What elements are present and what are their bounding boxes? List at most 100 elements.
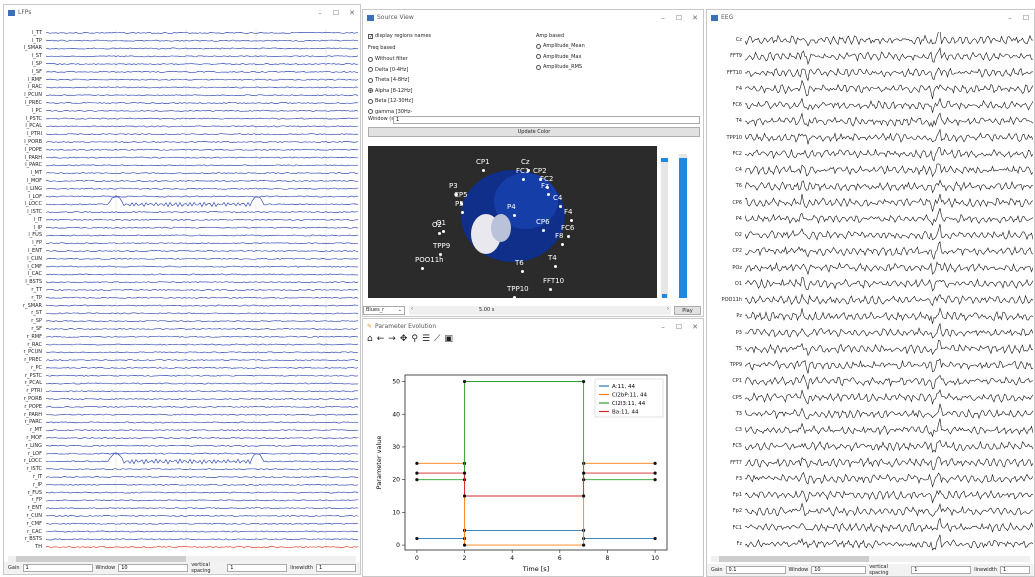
forward-icon[interactable]: → xyxy=(388,334,396,344)
minimize-button[interactable]: – xyxy=(661,13,665,22)
electrode-label: CP2 xyxy=(533,167,547,175)
freq-option[interactable]: Alpha [8-12Hz] xyxy=(368,88,412,94)
radio-button[interactable] xyxy=(536,43,541,49)
window-seconds-input[interactable] xyxy=(393,116,700,124)
eeg-trace xyxy=(745,179,1033,194)
linewidth-input[interactable] xyxy=(316,564,356,572)
eeg-trace xyxy=(745,208,1033,226)
edit-axis-icon[interactable]: ⟋ xyxy=(434,334,441,344)
minimize-button[interactable]: – xyxy=(318,8,322,17)
eeg-channel-label: Cz xyxy=(735,37,742,44)
lfp-hscrollbar[interactable] xyxy=(8,556,356,562)
close-button[interactable]: ✕ xyxy=(692,322,698,331)
lfp-channel-label: r_IP xyxy=(32,481,42,488)
radio-button[interactable] xyxy=(368,88,373,93)
radio-button[interactable] xyxy=(368,77,373,83)
window-seconds-label: Window (s): xyxy=(368,116,398,122)
freq-option[interactable]: Beta [12-30Hz] xyxy=(368,98,413,104)
update-color-button[interactable]: Update Color xyxy=(368,127,700,137)
data-point xyxy=(653,471,657,475)
lfp-channel-label: l_FP xyxy=(32,240,42,247)
spacing-input[interactable] xyxy=(227,564,288,572)
freq-option[interactable]: Delta [0-4Hz] xyxy=(368,67,408,73)
time-slider[interactable]: ‹ 5.00 s › xyxy=(409,306,671,315)
gain-input[interactable] xyxy=(725,566,786,574)
electrode-label: F8 xyxy=(555,232,564,240)
colormap-select[interactable]: Blues_r ⌄ xyxy=(363,306,405,315)
lfp-trace xyxy=(46,421,358,424)
maximize-button[interactable]: ☐ xyxy=(1022,13,1030,22)
electrode-label: T6 xyxy=(515,259,524,267)
threshold-slider-1[interactable] xyxy=(661,158,668,298)
left-arrow-icon[interactable]: ‹ xyxy=(411,306,413,312)
lfp-trace xyxy=(46,117,358,120)
amp-option[interactable]: Amplitude_RMS xyxy=(536,64,582,70)
window-input[interactable] xyxy=(811,566,867,574)
data-point xyxy=(582,543,586,547)
electrode-dot xyxy=(442,230,445,233)
home-icon[interactable]: ⌂ xyxy=(367,334,373,344)
lfp-channel-label: l_ENT xyxy=(28,248,42,255)
eeg-trace xyxy=(745,389,1033,406)
eeg-channel-label: C3 xyxy=(735,427,742,434)
lfp-trace xyxy=(46,452,358,465)
close-button[interactable]: ✕ xyxy=(349,8,355,17)
electrode-label: TPP10 xyxy=(507,285,529,293)
x-tick-label: 6 xyxy=(558,555,562,562)
freq-option[interactable]: Without filter xyxy=(368,56,408,62)
brain-3d-view[interactable]: CP1 Cz FC1 CP2 FC2 Fz P3 CP5 P5 C4 P4 F4 CP6 FC6 F8 O1 O… xyxy=(368,146,657,298)
lfp-trace xyxy=(46,374,358,377)
y-tick-label: 50 xyxy=(392,379,400,386)
pan-icon[interactable]: ✥ xyxy=(399,334,408,344)
amp-option[interactable]: Amplitude_Mean xyxy=(536,43,585,49)
maximize-button[interactable]: ☐ xyxy=(675,13,683,22)
eeg-hscrollbar[interactable] xyxy=(711,556,1030,562)
display-names-checkbox[interactable]: ✓ xyxy=(368,33,374,40)
lfp-channel-label: l_ST xyxy=(31,53,42,60)
freq-option[interactable]: gamma [30Hz- xyxy=(368,109,412,115)
spacing-input[interactable] xyxy=(911,566,972,574)
parameter-chart[interactable]: 0 2 4 6 8 10 0 10 20 30 40 50 Time [s] Parameter valu… xyxy=(363,349,703,575)
minimize-button[interactable]: – xyxy=(1008,13,1012,22)
back-icon[interactable]: ← xyxy=(376,334,385,344)
gain-input[interactable] xyxy=(22,564,93,572)
radio-button[interactable] xyxy=(368,67,373,72)
radio-button[interactable] xyxy=(368,98,373,104)
radio-button[interactable] xyxy=(536,64,541,70)
app-icon xyxy=(8,9,15,16)
window-input[interactable] xyxy=(118,564,189,572)
right-arrow-icon[interactable]: › xyxy=(667,306,669,312)
close-button[interactable]: ✕ xyxy=(692,13,698,22)
maximize-button[interactable]: ☐ xyxy=(332,8,340,17)
lfp-trace xyxy=(46,156,358,159)
electrode-dot xyxy=(539,178,542,181)
linewidth-label: linewidth xyxy=(974,567,997,573)
linewidth-input[interactable] xyxy=(1000,566,1030,574)
eeg-trace xyxy=(745,517,1033,534)
lfp-channel-label: r_PORB xyxy=(23,396,42,403)
freq-option[interactable]: Theta [4-8Hz] xyxy=(368,77,409,83)
configure-icon[interactable]: ☰ xyxy=(421,334,431,344)
radio-button[interactable] xyxy=(368,109,373,114)
radio-button[interactable] xyxy=(536,54,541,59)
amp-option[interactable]: Amplitude_Max xyxy=(536,54,581,60)
brain-highlight xyxy=(494,173,558,229)
play-button[interactable]: Play xyxy=(674,306,701,315)
zoom-icon[interactable]: ⚲ xyxy=(411,334,418,344)
lfp-trace xyxy=(46,366,358,369)
eeg-channel-label: POO11h xyxy=(721,297,742,304)
threshold-slider-2[interactable] xyxy=(679,154,687,298)
save-icon[interactable]: ▣ xyxy=(444,334,453,344)
lfp-channel-label: r_CUN xyxy=(26,512,42,519)
electrode-dot xyxy=(542,229,545,232)
lfp-plot[interactable] xyxy=(46,29,358,551)
electrode-label: O2 xyxy=(432,221,442,229)
radio-button[interactable] xyxy=(368,56,373,62)
display-names-checkbox-row[interactable]: ✓ display regions names xyxy=(368,33,431,39)
lfp-channel-label: l_FUS xyxy=(28,232,42,239)
y-tick-label: 0 xyxy=(396,542,400,549)
lfp-trace xyxy=(46,94,358,97)
maximize-button[interactable]: ☐ xyxy=(675,322,683,331)
minimize-button[interactable]: – xyxy=(661,322,665,331)
eeg-plot[interactable] xyxy=(745,32,1033,552)
